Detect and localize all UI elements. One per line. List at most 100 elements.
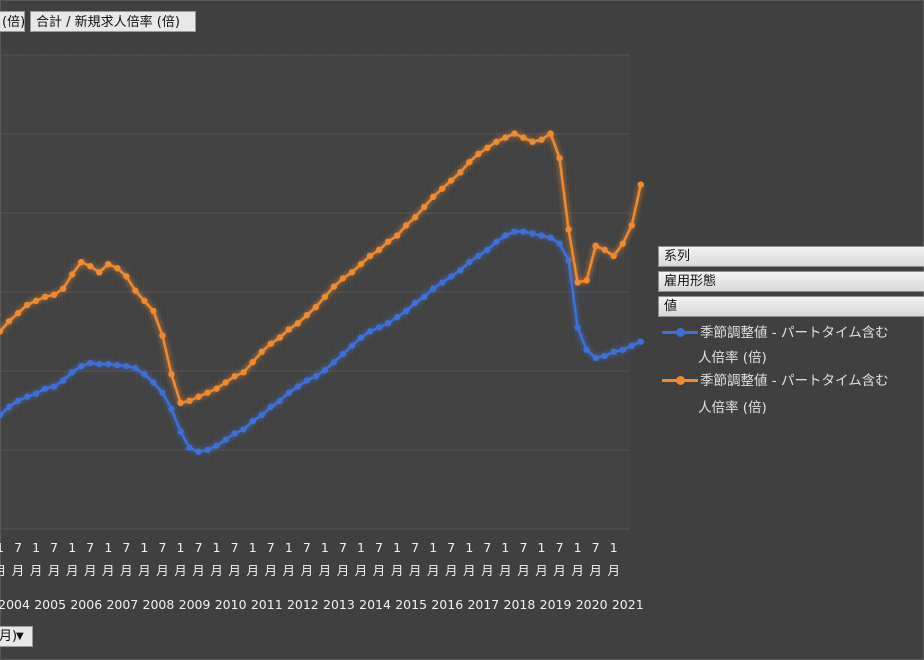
data-point[interactable] — [222, 379, 229, 386]
data-point[interactable] — [420, 203, 428, 211]
data-point[interactable] — [123, 273, 130, 280]
data-point[interactable] — [475, 252, 482, 260]
data-point[interactable] — [375, 324, 383, 331]
data-point[interactable] — [213, 442, 220, 449]
data-point[interactable] — [177, 399, 184, 407]
data-point[interactable] — [583, 277, 590, 284]
data-point[interactable] — [240, 369, 247, 376]
data-point[interactable] — [258, 348, 265, 356]
data-point[interactable] — [41, 293, 49, 300]
data-point[interactable] — [574, 324, 581, 331]
data-point[interactable] — [547, 130, 554, 137]
data-point[interactable] — [628, 222, 635, 229]
data-point[interactable] — [96, 269, 103, 276]
data-point[interactable] — [114, 361, 121, 369]
data-point[interactable] — [222, 436, 229, 443]
data-point[interactable] — [96, 360, 103, 368]
data-point[interactable] — [366, 328, 374, 335]
data-point[interactable] — [105, 360, 112, 368]
data-point[interactable] — [448, 273, 455, 280]
data-point[interactable] — [601, 246, 608, 254]
data-point[interactable] — [583, 346, 590, 354]
data-point[interactable] — [177, 428, 184, 435]
data-point[interactable] — [14, 309, 22, 317]
data-point[interactable] — [430, 285, 437, 292]
data-point[interactable] — [592, 354, 599, 362]
data-point[interactable] — [610, 252, 617, 260]
data-point[interactable] — [23, 393, 31, 400]
data-point[interactable] — [50, 383, 58, 390]
data-point[interactable] — [538, 136, 545, 143]
data-point[interactable] — [484, 246, 491, 254]
data-point[interactable] — [231, 430, 238, 437]
data-point[interactable] — [619, 240, 626, 247]
value-field-button[interactable]: 合計 / 新規求人倍率 (倍) — [30, 11, 196, 32]
data-point[interactable] — [258, 411, 265, 419]
data-point[interactable] — [303, 377, 311, 384]
data-point[interactable] — [402, 222, 410, 229]
data-point[interactable] — [321, 367, 329, 374]
data-point[interactable] — [159, 332, 166, 339]
data-point[interactable] — [330, 283, 338, 290]
data-point[interactable] — [14, 397, 22, 405]
data-point[interactable] — [303, 311, 311, 319]
axis-field-dropdown[interactable]: 月) ▼ — [0, 626, 33, 647]
data-point[interactable] — [393, 232, 401, 239]
data-point[interactable] — [439, 185, 446, 192]
data-point[interactable] — [411, 299, 419, 307]
data-point[interactable] — [520, 134, 527, 141]
data-point[interactable] — [330, 358, 338, 366]
data-point[interactable] — [78, 258, 85, 266]
data-point[interactable] — [231, 373, 238, 380]
data-point[interactable] — [457, 169, 464, 176]
data-point[interactable] — [538, 232, 545, 239]
data-point[interactable] — [466, 158, 473, 166]
data-point[interactable] — [411, 214, 419, 221]
data-point[interactable] — [493, 238, 500, 245]
data-point[interactable] — [276, 397, 283, 405]
data-point[interactable] — [87, 359, 94, 367]
data-point[interactable] — [348, 269, 356, 276]
data-point[interactable] — [502, 232, 509, 239]
data-point[interactable] — [547, 234, 554, 241]
data-point[interactable] — [141, 297, 148, 305]
data-point[interactable] — [574, 279, 581, 286]
data-point[interactable] — [502, 134, 509, 141]
data-point[interactable] — [294, 320, 302, 327]
data-point[interactable] — [529, 138, 536, 145]
data-point[interactable] — [348, 342, 356, 349]
data-point[interactable] — [312, 373, 320, 380]
data-point[interactable] — [610, 348, 617, 356]
data-point[interactable] — [141, 371, 148, 378]
data-point[interactable] — [105, 260, 112, 268]
data-point[interactable] — [393, 314, 401, 321]
data-point[interactable] — [186, 444, 193, 451]
legend-employment-header[interactable]: 雇用形態 — [658, 271, 924, 292]
data-point[interactable] — [132, 287, 139, 294]
data-point[interactable] — [195, 393, 202, 400]
data-point[interactable] — [448, 177, 455, 184]
data-point[interactable] — [114, 265, 121, 272]
data-point[interactable] — [168, 371, 175, 378]
data-point[interactable] — [339, 275, 347, 282]
data-point[interactable] — [285, 326, 292, 333]
data-point[interactable] — [87, 263, 94, 270]
data-point[interactable] — [123, 362, 130, 370]
data-point[interactable] — [321, 293, 329, 300]
data-point[interactable] — [357, 260, 365, 268]
data-point[interactable] — [204, 389, 211, 396]
data-point[interactable] — [511, 130, 518, 137]
data-point[interactable] — [249, 358, 256, 366]
data-point[interactable] — [267, 403, 274, 411]
data-point[interactable] — [41, 385, 49, 392]
data-point[interactable] — [601, 352, 608, 360]
data-point[interactable] — [5, 403, 13, 411]
data-point[interactable] — [592, 242, 599, 249]
legend-value-header[interactable]: 値 — [658, 296, 924, 317]
data-point[interactable] — [240, 426, 247, 433]
data-point[interactable] — [213, 385, 220, 392]
data-point[interactable] — [384, 238, 392, 245]
value-field-button-left[interactable]: (倍) — [0, 11, 25, 32]
data-point[interactable] — [69, 369, 76, 376]
data-point[interactable] — [32, 297, 40, 305]
